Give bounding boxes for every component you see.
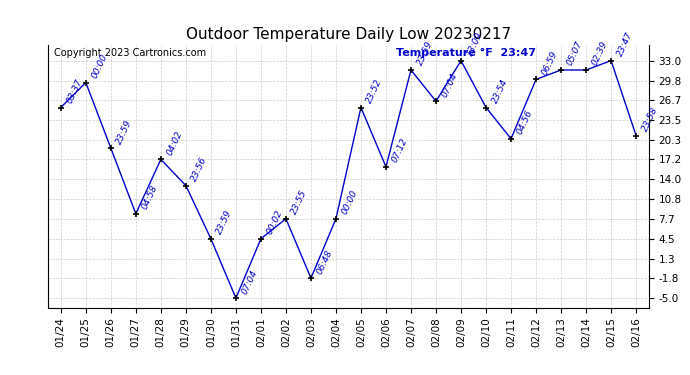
Text: 04:56: 04:56 [515, 109, 534, 136]
Text: 02:39: 02:39 [590, 40, 609, 67]
Text: 00:00: 00:00 [90, 53, 109, 80]
Text: 00:02: 00:02 [265, 209, 284, 236]
Text: 23:58: 23:58 [640, 105, 660, 133]
Text: 07:12: 07:12 [390, 137, 409, 164]
Text: 06:48: 06:48 [315, 248, 334, 275]
Text: 23:47: 23:47 [615, 30, 634, 58]
Text: 23:59: 23:59 [415, 40, 434, 67]
Text: 23:56: 23:56 [190, 156, 209, 183]
Text: 13:09: 13:09 [465, 30, 484, 58]
Title: Outdoor Temperature Daily Low 20230217: Outdoor Temperature Daily Low 20230217 [186, 27, 511, 42]
Text: 03:37: 03:37 [65, 77, 84, 105]
Text: 06:59: 06:59 [540, 49, 560, 76]
Text: 04:02: 04:02 [165, 129, 184, 157]
Text: 23:52: 23:52 [365, 77, 384, 105]
Text: 23:55: 23:55 [290, 189, 309, 216]
Text: 00:00: 00:00 [340, 189, 359, 216]
Text: 07:04: 07:04 [440, 71, 460, 99]
Text: 23:59: 23:59 [215, 209, 234, 236]
Text: 23:54: 23:54 [490, 77, 509, 105]
Text: Temperature °F  23:47: Temperature °F 23:47 [397, 48, 536, 58]
Text: 05:07: 05:07 [565, 40, 584, 67]
Text: 23:59: 23:59 [115, 118, 134, 146]
Text: Copyright 2023 Cartronics.com: Copyright 2023 Cartronics.com [55, 48, 206, 58]
Text: 04:58: 04:58 [140, 184, 159, 211]
Text: 07:04: 07:04 [240, 268, 259, 296]
